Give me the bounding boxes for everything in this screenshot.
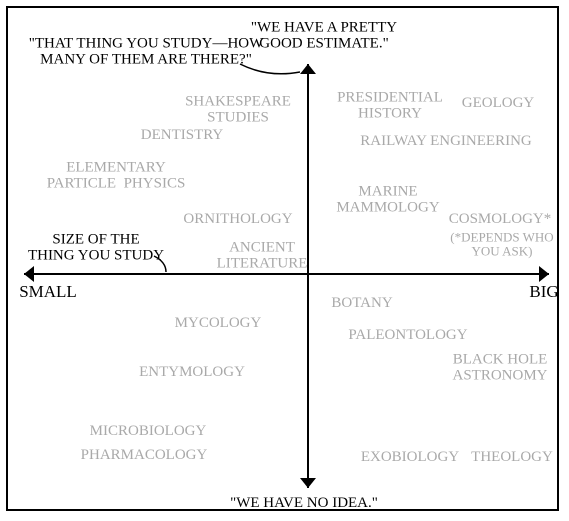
field-exobiology: Exobiology <box>361 450 459 466</box>
field-shakespeare: Shakespeare Studies <box>185 94 291 126</box>
field-botany: Botany <box>331 296 392 312</box>
field-dentistry: Dentistry <box>141 128 224 144</box>
axis-label-small: Small <box>19 282 77 302</box>
field-ancient: Ancient Literature <box>217 240 308 272</box>
field-paleontology: Paleontology <box>348 328 467 344</box>
field-theology: Theology <box>471 450 553 466</box>
field-presidential: Presidential History <box>337 90 443 122</box>
axis-label-big: Big <box>529 282 558 302</box>
field-marine: Marine Mammology <box>336 184 439 216</box>
chart-frame: Shakespeare Studies Dentistry Presidential… <box>6 6 559 511</box>
field-blackhole: Black Hole Astronomy <box>452 352 547 384</box>
field-entymology: Entymology <box>139 365 245 381</box>
footnote: (*depends who you ask) <box>450 230 553 257</box>
field-railway: Railway Engineering <box>360 134 532 150</box>
x-axis-callout: Size of the thing you study <box>28 232 164 264</box>
y-axis-callout: "That thing you study—how many of them a… <box>29 36 264 68</box>
axis-label-top: "We have a pretty good estimate." <box>251 20 397 52</box>
field-mycology: Mycology <box>175 316 262 332</box>
field-microbiology: Microbiology <box>90 424 207 440</box>
axis-label-bottom: "We have no idea." <box>230 496 378 512</box>
field-pharmacology: Pharmacology <box>81 448 208 464</box>
field-elementary: Elementary Particle Physics <box>47 160 186 192</box>
field-ornithology: Ornithology <box>183 212 292 228</box>
field-cosmology: Cosmology* <box>449 212 552 228</box>
field-geology: Geology <box>462 96 535 112</box>
